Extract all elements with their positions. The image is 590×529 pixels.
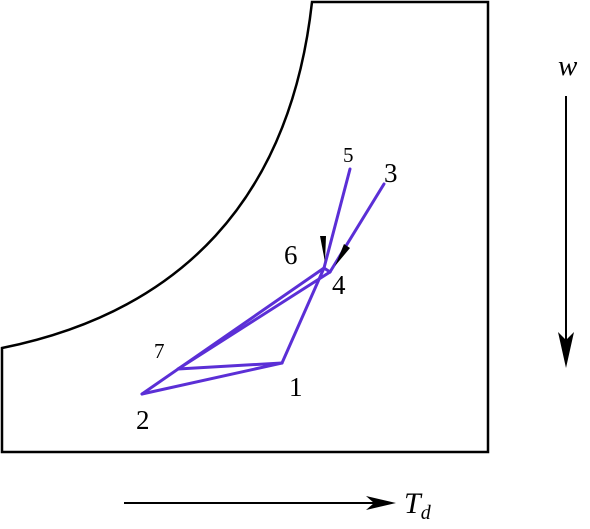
axis-label-td-subscript: d — [421, 502, 432, 524]
arrowhead-near-6-icon — [320, 236, 326, 262]
segment-6-2 — [140, 266, 326, 396]
point-label-3: 3 — [384, 158, 398, 188]
segment-6-4 — [322, 266, 332, 274]
vertical-axis-arrowhead-icon — [558, 332, 574, 368]
axis-label-td-main: T — [404, 487, 423, 520]
segment-4-7 — [176, 270, 332, 371]
point-label-2: 2 — [136, 405, 150, 435]
segment-7-1 — [176, 361, 284, 371]
axis-label-td: Td — [404, 487, 432, 524]
axis-label-w: w — [558, 50, 578, 82]
horizontal-axis-arrowhead-icon — [366, 496, 396, 510]
arrowhead-near-4-icon — [335, 244, 350, 266]
point-label-7: 7 — [154, 339, 165, 363]
region-boundary — [0, 0, 490, 454]
segment-1-6 — [280, 266, 326, 365]
point-label-6: 6 — [284, 240, 298, 270]
point-label-5: 5 — [343, 143, 354, 167]
segment-5-6 — [322, 167, 352, 270]
point-label-1: 1 — [289, 372, 303, 402]
process-path — [140, 167, 386, 396]
point-label-4: 4 — [332, 270, 346, 300]
segment-2-1 — [140, 361, 284, 396]
